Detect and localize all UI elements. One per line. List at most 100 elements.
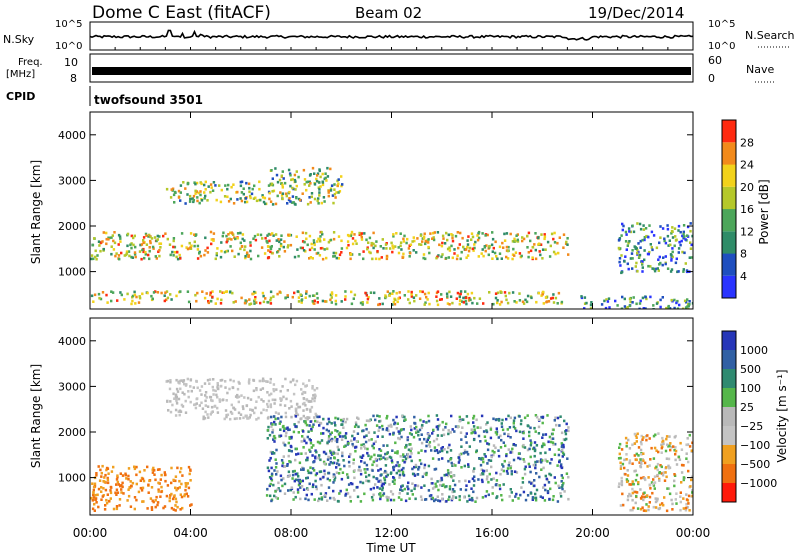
range-gate-cell [245, 181, 248, 185]
range-gate-cell [431, 496, 434, 500]
range-gate-cell [434, 482, 437, 486]
range-gate-cell [306, 488, 310, 491]
range-gate-cell [317, 202, 320, 205]
range-gate-cell [391, 303, 394, 306]
range-gate-cell [677, 251, 680, 254]
range-gate-cell [672, 445, 675, 448]
range-gate-cell [169, 400, 172, 403]
range-gate-cell [626, 244, 629, 247]
range-gate-cell [239, 241, 242, 245]
range-gate-cell [226, 249, 229, 253]
range-gate-cell [490, 465, 493, 469]
range-gate-cell [561, 487, 564, 491]
range-gate-cell [455, 297, 458, 300]
range-gate-cell [625, 478, 629, 481]
range-gate-cell [333, 452, 337, 455]
range-gate-cell [637, 482, 640, 486]
range-gate-cell [327, 471, 331, 475]
range-gate-cell [477, 434, 481, 438]
range-gate-cell [179, 191, 182, 194]
range-gate-cell [133, 507, 136, 511]
range-gate-cell [641, 263, 644, 266]
range-gate-cell [504, 294, 507, 298]
range-gate-cell [423, 472, 426, 476]
power-colorbar-tick: 16 [740, 203, 754, 216]
range-gate-cell [325, 179, 328, 182]
range-gate-cell [336, 459, 340, 462]
range-gate-cell [277, 487, 280, 490]
range-gate-cell [262, 400, 265, 403]
range-gate-cell [264, 297, 267, 300]
range-gate-cell [220, 188, 223, 192]
range-gate-cell [652, 267, 656, 271]
velocity-colorbar-tick: 100 [740, 382, 761, 395]
range-gate-cell [667, 466, 671, 470]
range-gate-cell [326, 458, 330, 461]
range-gate-cell [344, 432, 348, 435]
range-gate-cell [105, 237, 108, 241]
range-gate-cell [361, 301, 364, 304]
range-gate-cell [687, 469, 690, 473]
range-gate-cell [236, 396, 239, 399]
range-gate-cell [312, 423, 315, 426]
range-gate-cell [395, 232, 398, 235]
range-gate-cell [527, 255, 530, 259]
power-ytick-label: 3000 [58, 174, 86, 187]
range-gate-cell [90, 254, 94, 257]
range-gate-cell [244, 200, 247, 204]
range-gate-cell [303, 391, 307, 394]
range-gate-cell [668, 239, 671, 242]
range-gate-cell [190, 503, 193, 506]
range-gate-cell [630, 252, 634, 255]
range-gate-cell [247, 255, 250, 258]
range-gate-cell [440, 255, 443, 259]
range-gate-cell [346, 473, 349, 476]
range-gate-cell [558, 424, 561, 427]
range-gate-cell [318, 254, 322, 257]
range-gate-cell [427, 245, 430, 249]
range-gate-cell [415, 294, 418, 297]
range-gate-cell [530, 482, 533, 485]
range-gate-cell [276, 497, 279, 500]
range-gate-cell [492, 417, 495, 421]
range-gate-cell [116, 474, 119, 477]
range-gate-cell [472, 438, 476, 442]
range-gate-cell [373, 453, 376, 457]
range-gate-cell [420, 486, 423, 489]
range-gate-cell [365, 463, 369, 467]
range-gate-cell [388, 432, 392, 436]
range-gate-cell [532, 463, 535, 467]
range-gate-cell [680, 463, 684, 467]
range-gate-cell [178, 379, 181, 383]
range-gate-cell [669, 442, 672, 445]
range-gate-cell [365, 238, 368, 242]
range-gate-cell [264, 236, 267, 240]
range-gate-cell [138, 295, 141, 298]
range-gate-cell [172, 508, 175, 511]
range-gate-cell [632, 506, 635, 510]
range-gate-cell [482, 430, 486, 433]
range-gate-cell [522, 490, 526, 494]
range-gate-cell [344, 492, 348, 496]
range-gate-cell [156, 291, 160, 294]
range-gate-cell [690, 478, 693, 482]
range-gate-cell [296, 248, 299, 251]
range-gate-cell [566, 237, 569, 240]
range-gate-cell [301, 479, 304, 483]
range-gate-cell [465, 432, 468, 435]
range-gate-cell [486, 462, 489, 465]
range-gate-cell [388, 292, 392, 295]
range-gate-cell [641, 270, 644, 273]
range-gate-cell [360, 238, 364, 241]
range-gate-cell [270, 472, 274, 476]
range-gate-cell [443, 448, 446, 451]
range-gate-cell [226, 195, 229, 199]
range-gate-cell [437, 499, 440, 502]
range-gate-cell [687, 460, 690, 464]
range-gate-cell [98, 296, 101, 300]
range-gate-cell [491, 492, 494, 495]
range-gate-cell [660, 443, 663, 447]
range-gate-cell [190, 389, 193, 393]
range-gate-cell [620, 307, 624, 309]
range-gate-cell [189, 468, 192, 472]
